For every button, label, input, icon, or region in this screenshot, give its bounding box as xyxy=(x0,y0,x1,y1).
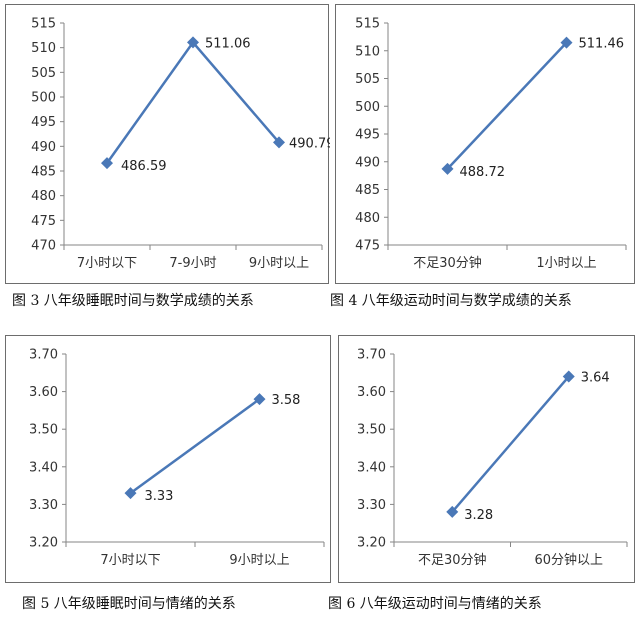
y-tick-label: 515 xyxy=(31,17,56,32)
y-tick-label: 505 xyxy=(31,66,56,81)
y-tick-label: 3.40 xyxy=(357,460,386,475)
y-tick-label: 505 xyxy=(355,72,380,87)
x-tick-label: 9小时以上 xyxy=(229,553,289,568)
data-point-marker xyxy=(253,393,266,406)
y-tick-label: 515 xyxy=(355,17,380,32)
series-line xyxy=(446,41,568,170)
data-point-marker xyxy=(124,487,137,500)
data-point-marker xyxy=(562,370,575,383)
y-tick-label: 480 xyxy=(355,211,380,226)
y-tick-label: 3.70 xyxy=(357,348,386,363)
caption-fig4: 图 4 八年级运动时间与数学成绩的关系 xyxy=(330,293,572,309)
x-tick-label: 1小时以上 xyxy=(536,256,596,271)
chart-panel-fig6: 3.20 3.30 3.40 3.50 3.60 3.70 不足30分钟 60分钟以上 3.28… xyxy=(338,335,635,583)
x-tick-label: 不足30分钟 xyxy=(418,552,487,568)
y-tick-label: 490 xyxy=(31,140,56,155)
y-tick-label: 485 xyxy=(355,183,380,198)
data-label: 3.33 xyxy=(145,489,174,504)
chart-panel-fig4: 475 480 485 490 495 500 505 510 515 不足30分钟 1小时以上 48… xyxy=(335,4,635,284)
caption-fig5: 图 5 八年级睡眠时间与情绪的关系 xyxy=(22,596,236,612)
data-label: 3.64 xyxy=(581,371,610,386)
y-tick-label: 500 xyxy=(31,91,56,106)
data-label: 511.46 xyxy=(579,37,625,52)
y-tick-label: 3.50 xyxy=(357,423,386,438)
chart-panel-fig5: 3.20 3.30 3.40 3.50 3.60 3.70 7小时以下 9小时以上 3.33 3.… xyxy=(5,335,331,583)
x-tick-label: 60分钟以上 xyxy=(534,552,603,568)
y-tick-label: 500 xyxy=(355,100,380,115)
y-tick-label: 480 xyxy=(31,189,56,204)
data-label: 490.79 xyxy=(289,136,330,151)
data-label: 3.28 xyxy=(464,508,493,523)
y-tick-label: 3.60 xyxy=(29,385,58,400)
y-tick-label: 3.40 xyxy=(29,460,58,475)
data-point-marker xyxy=(441,162,454,175)
chart-fig4-exercise-math: 475 480 485 490 495 500 505 510 515 不足30分钟 1小时以上 48… xyxy=(355,17,627,271)
chart-fig3-sleep-math: 470 475 480 485 490 495 500 505 510 515 7小时以下 7-9小时… xyxy=(31,17,330,272)
x-tick-label: 7-9小时 xyxy=(169,256,216,271)
series-line xyxy=(129,398,261,495)
y-tick-label: 485 xyxy=(31,165,56,180)
x-tick-label: 7小时以下 xyxy=(77,256,137,271)
data-label: 3.58 xyxy=(272,393,301,408)
x-tick-label: 不足30分钟 xyxy=(413,255,482,271)
data-point-marker xyxy=(446,505,459,518)
y-tick-label: 490 xyxy=(355,155,380,170)
y-tick-label: 3.60 xyxy=(357,385,386,400)
y-tick-label: 3.50 xyxy=(29,423,58,438)
y-tick-label: 3.20 xyxy=(29,536,58,551)
y-tick-label: 3.30 xyxy=(357,498,386,513)
caption-fig3: 图 3 八年级睡眠时间与数学成绩的关系 xyxy=(12,293,254,309)
y-tick-label: 3.70 xyxy=(29,348,58,363)
data-label: 486.59 xyxy=(121,159,167,174)
y-tick-label: 510 xyxy=(31,41,56,56)
x-tick-label: 9小时以上 xyxy=(249,256,309,271)
y-tick-label: 510 xyxy=(355,44,380,59)
data-point-marker xyxy=(101,157,113,170)
y-tick-label: 475 xyxy=(355,239,380,254)
data-point-marker xyxy=(560,36,573,49)
chart-fig5-sleep-mood: 3.20 3.30 3.40 3.50 3.60 3.70 7小时以下 9小时以上 3.33 3.… xyxy=(29,348,325,568)
y-tick-label: 3.20 xyxy=(357,536,386,551)
data-point-marker xyxy=(187,36,199,49)
y-tick-label: 475 xyxy=(31,214,56,229)
data-point-marker xyxy=(273,136,285,149)
data-label: 488.72 xyxy=(460,165,506,180)
x-tick-label: 7小时以下 xyxy=(100,553,160,568)
y-tick-label: 470 xyxy=(31,239,56,254)
y-tick-label: 495 xyxy=(31,115,56,130)
chart-panel-fig3: 470 475 480 485 490 495 500 505 510 515 7小时以下 7-9小时… xyxy=(5,4,330,284)
chart-fig6-exercise-mood: 3.20 3.30 3.40 3.50 3.60 3.70 不足30分钟 60分钟以上 3.28… xyxy=(357,348,628,568)
y-tick-label: 495 xyxy=(355,128,380,143)
series-line xyxy=(105,40,280,164)
data-label: 511.06 xyxy=(205,36,251,51)
y-tick-label: 3.30 xyxy=(29,498,58,513)
caption-fig6: 图 6 八年级运动时间与情绪的关系 xyxy=(328,596,542,612)
series-line xyxy=(451,375,570,513)
